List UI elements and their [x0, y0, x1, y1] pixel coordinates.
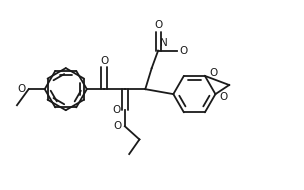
- Text: O: O: [100, 56, 109, 66]
- Text: O: O: [209, 68, 218, 78]
- Text: N: N: [161, 38, 168, 48]
- Text: O: O: [220, 92, 228, 102]
- Text: O: O: [17, 84, 25, 94]
- Text: O: O: [113, 121, 122, 131]
- Text: O: O: [112, 105, 121, 115]
- Text: O: O: [179, 46, 188, 55]
- Text: O: O: [154, 20, 162, 30]
